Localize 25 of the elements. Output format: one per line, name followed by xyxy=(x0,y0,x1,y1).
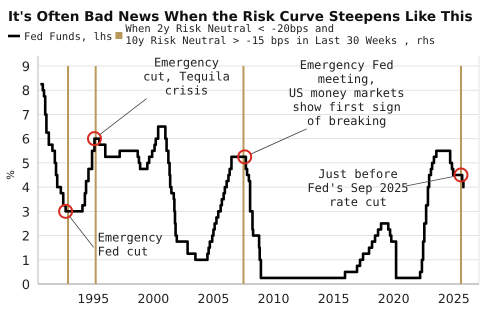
x-tick-label: 2010 xyxy=(258,291,290,306)
y-tick-label: 8 xyxy=(22,84,30,100)
legend-label: Fed Funds, lhs xyxy=(24,31,113,43)
y-tick-label: 9 xyxy=(22,60,30,75)
y-tick-label: 6 xyxy=(22,132,30,148)
y-tick-label: 2 xyxy=(22,230,30,245)
y-tick-label: 0 xyxy=(22,278,30,293)
legend-label: When 2y Risk Neutral < -20bps and 10y Risk Neutral > -15 bps in Last 30 Weeks , rhs xyxy=(125,23,436,47)
x-tick-label: 1995 xyxy=(77,291,110,306)
y-tick-label: 4 xyxy=(22,181,30,196)
y-tick-label: 7 xyxy=(22,108,30,124)
x-tick-label: 2025 xyxy=(438,291,470,306)
chart-title: It's Often Bad News When the Risk Curve Steepens Like This xyxy=(8,9,473,25)
x-tick-label: 2000 xyxy=(137,291,170,306)
x-tick-label: 2015 xyxy=(318,291,350,306)
annotation: Emergency Fed cut xyxy=(98,230,163,258)
x-tick-label: 2005 xyxy=(198,291,230,306)
y-tick-label: 5 xyxy=(22,156,30,172)
annotation: Emergency Fed meeting, US money markets show first sign of breaking xyxy=(288,58,404,128)
annotation: Emergency cut, Tequila crisis xyxy=(143,56,230,98)
y-tick-label: 1 xyxy=(22,254,30,269)
x-tick-label: 2020 xyxy=(378,291,410,306)
annotation: Just before Fed's Sep 2025 rate cut xyxy=(307,167,409,209)
y-tick-label: 3 xyxy=(22,205,30,220)
y-axis-title: % xyxy=(6,170,17,180)
